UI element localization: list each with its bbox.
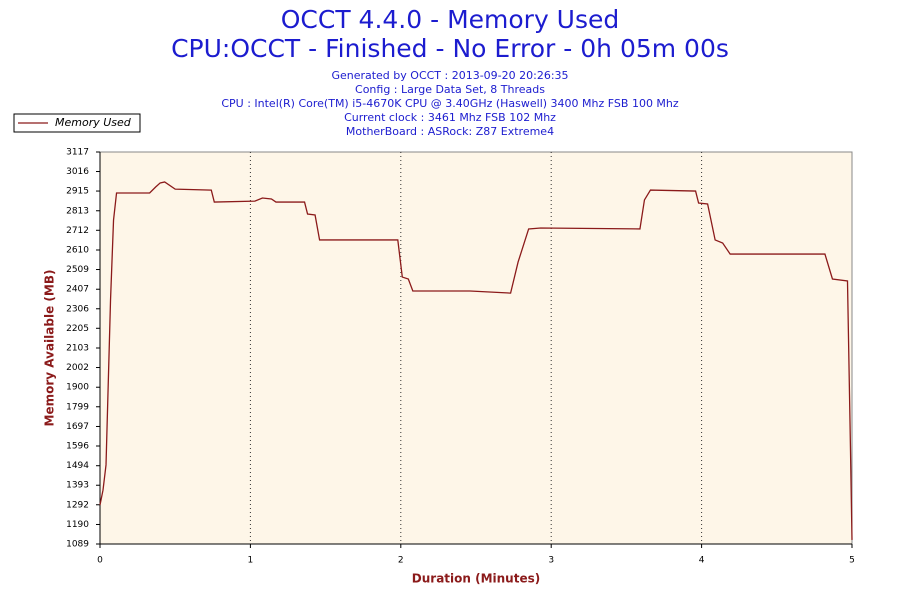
legend-box bbox=[13, 113, 141, 133]
y-tick-label: 2610 bbox=[66, 246, 89, 256]
y-tick-label: 2306 bbox=[66, 304, 89, 314]
y-tick-label: 1292 bbox=[66, 500, 89, 510]
y-tick-label: 1799 bbox=[66, 402, 89, 412]
info-line: Current clock : 3461 Mhz FSB 102 Mhz bbox=[344, 111, 556, 124]
legend-label: Memory Used bbox=[55, 116, 132, 129]
y-tick-label: 1697 bbox=[66, 422, 89, 432]
x-axis-label: Duration (Minutes) bbox=[412, 572, 540, 586]
y-axis-label: Memory Available (MB) bbox=[43, 270, 57, 427]
y-tick-label: 2509 bbox=[66, 265, 89, 275]
y-tick-label: 2205 bbox=[66, 324, 89, 334]
info-line: Config : Large Data Set, 8 Threads bbox=[355, 83, 545, 96]
y-tick-label: 2813 bbox=[66, 206, 89, 216]
y-tick-label: 1900 bbox=[66, 383, 89, 393]
info-line: MotherBoard : ASRock: Z87 Extreme4 bbox=[346, 125, 554, 138]
y-tick-label: 2103 bbox=[66, 344, 89, 354]
plot-area bbox=[99, 151, 853, 545]
chart-subtitle: CPU:OCCT - Finished - No Error - 0h 05m … bbox=[171, 34, 729, 63]
data-line bbox=[99, 181, 853, 540]
y-tick-label: 1393 bbox=[66, 481, 89, 491]
y-tick-label: 2712 bbox=[66, 226, 89, 236]
y-tick-label: 2407 bbox=[66, 285, 89, 295]
x-tick-label: 4 bbox=[699, 556, 705, 566]
y-tick-label: 2002 bbox=[66, 363, 89, 373]
info-line: Generated by OCCT : 2013-09-20 20:26:35 bbox=[331, 69, 568, 82]
y-tick-label: 1596 bbox=[66, 442, 89, 452]
info-line: CPU : Intel(R) Core(TM) i5-4670K CPU @ 3… bbox=[221, 97, 679, 110]
x-tick-label: 0 bbox=[97, 556, 103, 566]
y-tick-label: 3016 bbox=[66, 167, 89, 177]
x-tick-label: 1 bbox=[248, 556, 254, 566]
x-tick-label: 5 bbox=[849, 556, 855, 566]
chart-title: OCCT 4.4.0 - Memory Used bbox=[281, 5, 620, 34]
y-tick-label: 1494 bbox=[66, 461, 89, 471]
y-tick-label: 1089 bbox=[66, 540, 89, 550]
x-tick-label: 2 bbox=[398, 556, 404, 566]
y-tick-label: 3117 bbox=[66, 148, 89, 158]
y-tick-label: 1190 bbox=[66, 520, 89, 530]
y-tick-label: 2915 bbox=[66, 187, 89, 197]
x-tick-label: 3 bbox=[548, 556, 554, 566]
